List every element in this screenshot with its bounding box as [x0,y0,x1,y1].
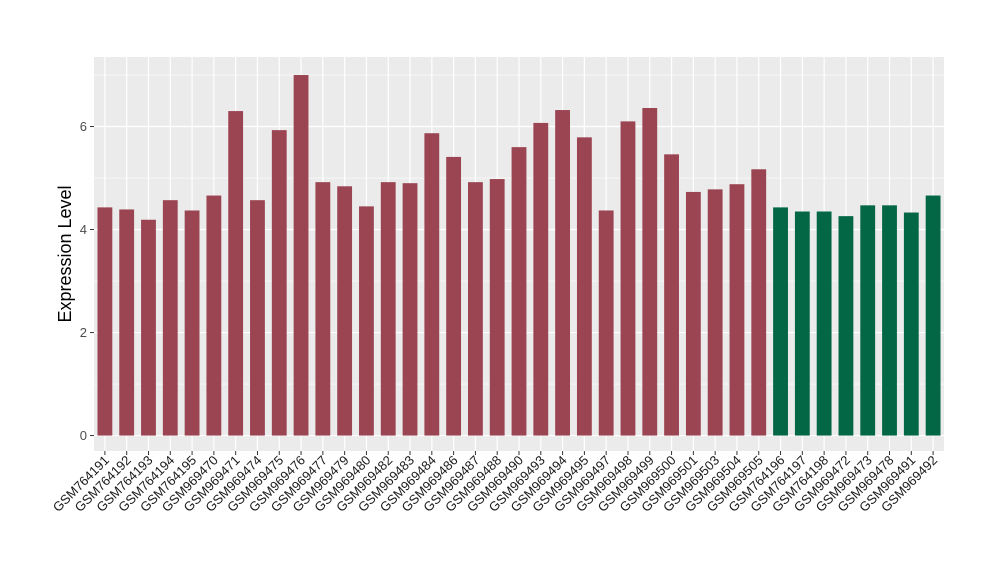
bar-gsm969503 [707,189,723,436]
bar-gsm969488 [489,179,505,436]
bar-gsm764191 [97,207,113,436]
bar-gsm969470 [206,195,222,436]
bar-gsm969482 [380,182,396,436]
bar-gsm764193 [141,219,156,436]
bar-gsm969491 [903,212,919,436]
bar-gsm969476 [293,75,309,436]
bar-gsm969483 [402,183,418,436]
bar-gsm969473 [860,205,876,436]
y-axis: 0 2 4 6 [80,119,94,443]
bar-gsm969499 [642,107,658,436]
y-tick-label: 6 [80,119,87,134]
bar-gsm764192 [119,209,135,436]
bar-gsm969480 [359,206,374,436]
bar-gsm969504 [729,184,745,436]
x-axis: GSM764191GSM764192GSM764193GSM764194GSM7… [50,451,940,515]
bar-gsm969478 [882,205,897,436]
bar-gsm764198 [816,211,832,436]
bar-gsm969494 [555,110,570,436]
bar-gsm969505 [751,169,767,436]
y-tick-label: 4 [80,222,87,237]
bar-gsm969500 [664,154,679,436]
bar-gsm969492 [925,195,941,436]
bar-gsm764195 [184,210,200,436]
bar-gsm969487 [468,182,483,436]
bar-gsm969501 [685,191,701,436]
bar-gsm764196 [773,207,788,436]
bar-gsm969486 [446,156,462,436]
y-tick-label: 2 [80,325,87,340]
bar-gsm969472 [838,216,854,436]
bars [97,75,941,436]
y-tick-label: 0 [80,428,87,443]
bar-gsm969471 [228,111,244,436]
bar-gsm969495 [576,137,592,436]
bar-gsm969475 [271,130,287,436]
bar-gsm969474 [250,200,265,436]
bar-gsm969497 [598,210,614,436]
bar-gsm969498 [620,121,636,436]
bar-gsm969477 [315,182,331,436]
y-axis-label: Expression Level [55,185,75,322]
bar-gsm969479 [337,186,353,436]
bar-gsm969484 [424,133,440,436]
bar-gsm764197 [794,211,810,436]
bar-gsm969493 [533,122,549,436]
bar-gsm969490 [511,147,527,436]
bar-gsm764194 [162,200,178,436]
